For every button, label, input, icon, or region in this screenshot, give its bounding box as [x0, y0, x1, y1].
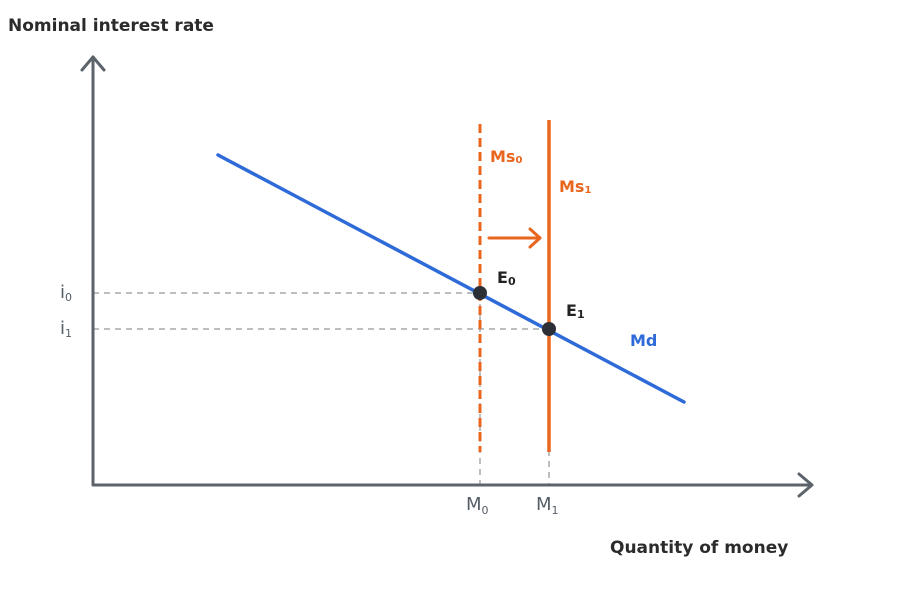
ms0-label: Ms0: [490, 147, 522, 166]
shift-arrow-icon: [487, 227, 542, 249]
x-axis-title: Quantity of money: [610, 538, 788, 558]
e0-label: E0: [497, 268, 516, 288]
e1-label: E1: [566, 301, 585, 321]
md-label: Md: [630, 331, 657, 350]
equilibrium-point-e0: [473, 286, 487, 300]
x-axis-arrowhead-icon: [797, 472, 814, 498]
tick-i1: i1: [60, 318, 72, 340]
y-axis-title: Nominal interest rate: [8, 16, 214, 36]
tick-i0: i0: [60, 282, 72, 304]
y-axis-arrowhead-icon: [80, 55, 106, 72]
tick-m1: M1: [536, 494, 559, 517]
axes: [80, 55, 814, 498]
tick-m0: M0: [466, 494, 489, 517]
equilibrium-point-e1: [542, 322, 556, 336]
ms1-label: Ms1: [559, 177, 591, 196]
y-axis: [91, 55, 812, 487]
money-demand-curve: [216, 153, 686, 404]
